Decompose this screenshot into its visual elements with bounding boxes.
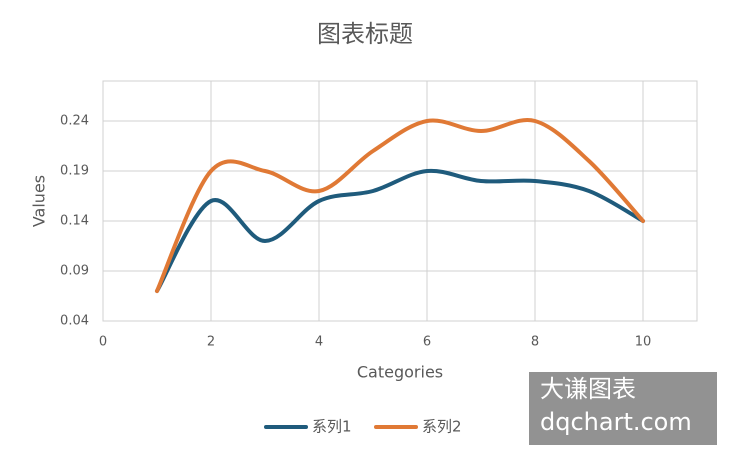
- y-tick-label: 0.04: [60, 314, 89, 329]
- watermark-box: [529, 372, 717, 445]
- y-tick-label: 0.14: [60, 214, 89, 229]
- y-tick-label: 0.09: [60, 264, 89, 279]
- watermark: 大谦图表: [540, 375, 636, 403]
- legend-label: 系列1: [312, 418, 352, 436]
- x-tick-label: 8: [531, 335, 539, 350]
- line: [155, 117, 645, 293]
- x-tick-label: 6: [423, 335, 431, 350]
- y-axis-label: Values: [30, 175, 49, 227]
- x-tick-label: 0: [99, 335, 107, 350]
- y-tick-label: 0.24: [60, 114, 89, 129]
- x-axis-label: Categories: [357, 363, 443, 382]
- chart-title: 图表标题: [317, 20, 413, 48]
- x-tick-label: 4: [315, 335, 323, 350]
- watermark: dqchart.com: [540, 408, 692, 436]
- line: [155, 168, 645, 293]
- legend-label: 系列2: [422, 418, 462, 436]
- x-tick-label: 2: [207, 335, 215, 350]
- y-tick-label: 0.19: [60, 164, 89, 179]
- x-tick-label: 10: [635, 335, 652, 350]
